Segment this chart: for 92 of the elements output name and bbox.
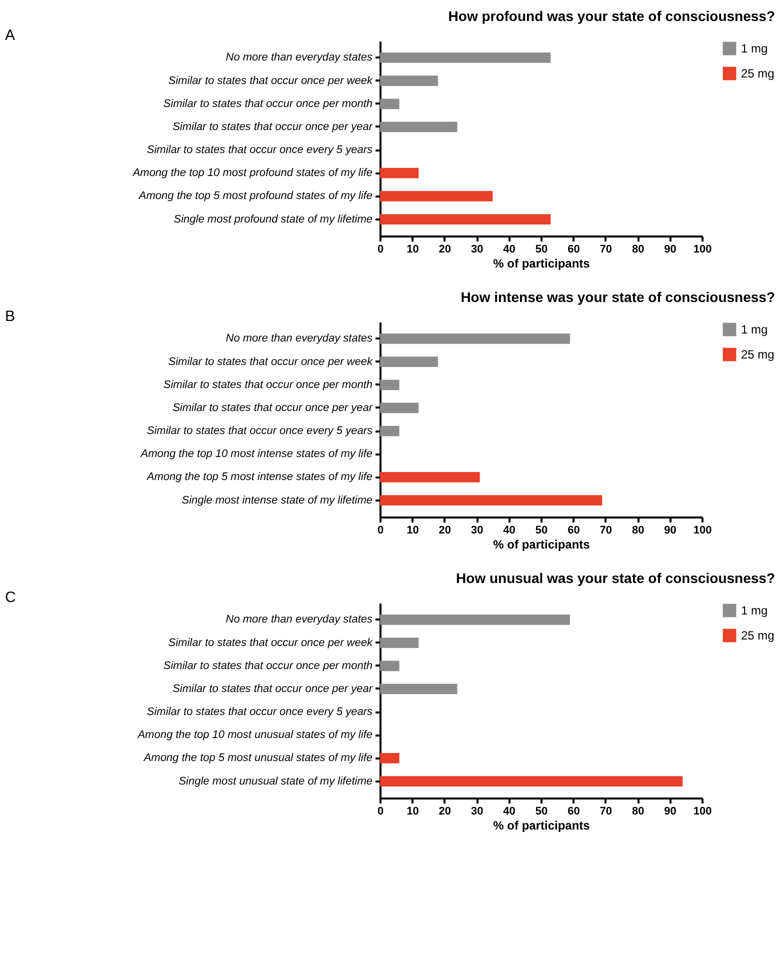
x-tick-label: 30: [470, 524, 484, 536]
x-axis-title: % of participants: [493, 818, 590, 832]
x-tick-label: 0: [377, 244, 384, 256]
bar: [380, 168, 419, 178]
legend-label: 1 mg: [741, 42, 768, 56]
x-tick-label: 20: [438, 806, 452, 818]
x-tick-label: 60: [568, 244, 580, 256]
x-tick-label: 10: [406, 244, 419, 256]
bar: [380, 614, 570, 625]
y-tick-label: Similar to states that occur once per year: [172, 120, 374, 133]
y-tick-label: Similar to states that occur once every 5 years: [146, 425, 373, 438]
y-tick-label: Single most unusual state of my lifetime: [178, 775, 372, 788]
bar: [380, 472, 480, 482]
x-tick-label: 100: [693, 244, 712, 256]
y-tick-label: Similar to states that occur once per year: [172, 402, 374, 414]
bar: [380, 191, 493, 202]
x-tick-label: 40: [503, 806, 516, 818]
x-tick-label: 100: [693, 524, 712, 536]
bar: [380, 495, 602, 506]
bar: [380, 660, 400, 672]
y-tick-label: Similar to states that occur once every 5 years: [146, 706, 373, 718]
x-tick-label: 70: [600, 524, 612, 536]
x-tick-label: 90: [664, 806, 676, 818]
bar: [380, 334, 570, 344]
bar: [380, 356, 438, 367]
bar: [380, 776, 683, 786]
text: C: [5, 589, 16, 606]
y-tick-label: Single most profound state of my lifetime: [174, 213, 372, 226]
x-tick-label: 80: [632, 806, 644, 818]
x-tick-label: 70: [600, 806, 612, 818]
bar: [380, 98, 400, 110]
x-axis-title: % of participants: [493, 538, 590, 552]
bar: [380, 638, 419, 648]
chart-title: How intense was your state of consciousness?: [460, 289, 775, 305]
bar: [380, 402, 419, 414]
x-tick-label: 60: [568, 806, 580, 818]
x-tick-label: 90: [664, 244, 676, 256]
y-tick-label: No more than everyday states: [226, 52, 373, 64]
x-tick-label: 70: [600, 244, 612, 256]
y-tick-label: Similar to states that occur once per week: [168, 74, 373, 87]
legend-label: 25 mg: [741, 66, 774, 80]
x-tick-label: 10: [406, 524, 419, 536]
bar: [380, 426, 400, 436]
y-tick-label: Among the top 10 most unusual states of my life: [136, 729, 372, 742]
x-tick-label: 20: [438, 244, 452, 256]
y-tick-label: Similar to states that occur once per week: [168, 636, 373, 649]
bar: [380, 214, 551, 224]
x-tick-label: 0: [377, 524, 384, 536]
text: B: [5, 308, 16, 325]
bar: [380, 76, 438, 86]
y-tick-label: Similar to states that occur once per month: [163, 660, 372, 672]
y-tick-label: Among the top 5 most profound states of my life: [138, 190, 372, 202]
x-tick-label: 20: [438, 524, 452, 536]
y-tick-label: Among the top 5 most unusual states of my life: [142, 752, 372, 764]
text: A: [5, 27, 16, 44]
y-tick-label: No more than everyday states: [226, 614, 373, 626]
y-tick-label: Similar to states that occur once per month: [163, 98, 372, 110]
x-tick-label: 50: [535, 244, 548, 256]
y-tick-label: Among the top 10 most profound states of my life: [132, 167, 372, 180]
x-tick-label: 10: [406, 806, 419, 818]
chart-title: How profound was your state of consciousness?: [448, 8, 775, 24]
y-tick-label: Among the top 10 most intense states of my life: [140, 448, 372, 460]
x-tick-label: 40: [503, 244, 516, 256]
x-tick-label: 50: [535, 524, 548, 536]
y-tick-label: Among the top 5 most intense states of my life: [146, 471, 372, 484]
bar: [380, 753, 400, 764]
x-tick-label: 80: [632, 244, 644, 256]
y-tick-label: Similar to states that occur once every 5 years: [146, 144, 373, 156]
x-axis-title: % of participants: [493, 256, 590, 270]
y-tick-label: No more than everyday states: [226, 332, 373, 345]
chart-title: How unusual was your state of consciousness?: [456, 570, 775, 586]
x-tick-label: 40: [503, 524, 516, 536]
bar: [380, 122, 458, 132]
y-tick-label: Similar to states that occur once per week: [168, 356, 373, 368]
legend-label: 25 mg: [741, 348, 774, 362]
legend-label: 1 mg: [741, 322, 768, 336]
bar: [380, 380, 400, 390]
x-tick-label: 60: [568, 524, 580, 536]
x-tick-label: 80: [632, 524, 644, 536]
x-tick-label: 90: [664, 524, 676, 536]
legend-label: 25 mg: [741, 628, 774, 642]
x-tick-label: 100: [693, 806, 712, 818]
y-tick-label: Similar to states that occur once per month: [163, 378, 372, 391]
x-tick-label: 0: [377, 806, 384, 818]
x-tick-label: 50: [535, 806, 548, 818]
bar: [380, 684, 458, 694]
x-tick-label: 30: [470, 244, 484, 256]
bar: [380, 52, 551, 63]
y-tick-label: Similar to states that occur once per year: [172, 682, 374, 695]
y-tick-label: Single most intense state of my lifetime: [182, 494, 372, 506]
legend-label: 1 mg: [741, 604, 768, 618]
x-tick-label: 30: [470, 806, 484, 818]
